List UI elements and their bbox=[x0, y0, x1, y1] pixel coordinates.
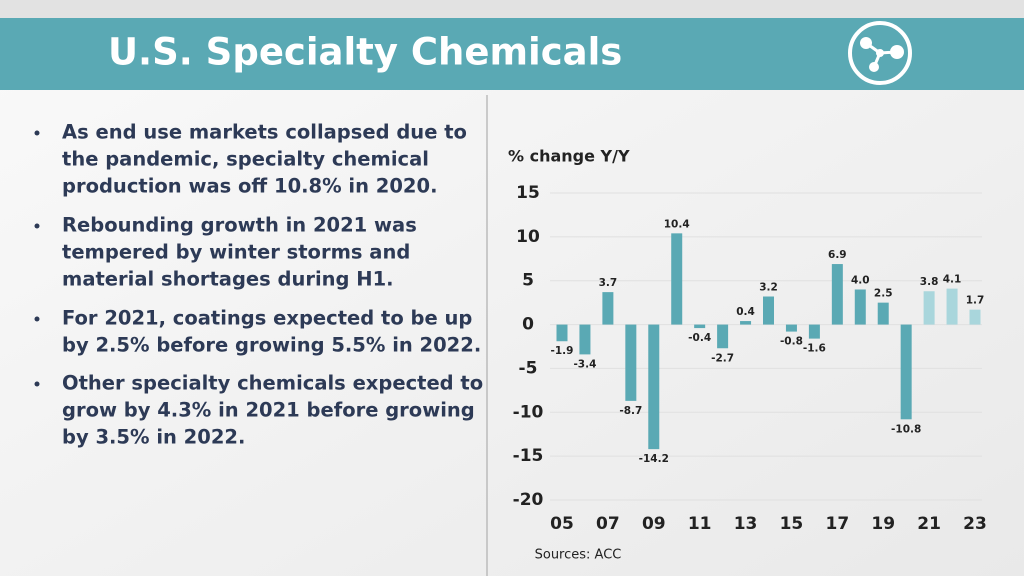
x-tick-label: 15 bbox=[780, 514, 804, 534]
bar bbox=[694, 324, 706, 329]
bar bbox=[556, 324, 568, 342]
bar bbox=[740, 321, 752, 325]
y-tick-label: -15 bbox=[513, 446, 544, 466]
bar bbox=[854, 289, 866, 325]
bar bbox=[579, 324, 591, 355]
bar bbox=[831, 264, 843, 325]
bar bbox=[717, 324, 729, 349]
bar bbox=[946, 288, 958, 325]
bar bbox=[671, 233, 683, 325]
bar bbox=[969, 309, 981, 325]
source-note: Sources: ACC bbox=[535, 548, 622, 563]
bar bbox=[648, 324, 660, 450]
value-label: 0.4 bbox=[736, 306, 755, 318]
x-tick-label: 09 bbox=[642, 514, 666, 534]
bar bbox=[763, 296, 774, 325]
value-label: -14.2 bbox=[639, 453, 669, 465]
bar bbox=[900, 324, 912, 420]
chem-icon bbox=[848, 21, 912, 85]
x-tick-label: 19 bbox=[871, 514, 895, 534]
y-axis-label: % change Y/Y bbox=[508, 147, 630, 166]
x-tick-label: 11 bbox=[688, 514, 712, 534]
bullet-text: For 2021, coatings expected to be up bbox=[62, 307, 472, 330]
value-label: -1.9 bbox=[551, 345, 574, 357]
bullet-text: As end use markets collapsed due to bbox=[62, 121, 467, 144]
bullet-text: grow by 4.3% in 2021 before growing bbox=[62, 399, 475, 422]
bullet-text: Other specialty chemicals expected to bbox=[62, 372, 483, 395]
bullet-dot bbox=[34, 381, 40, 387]
bullet-text: by 2.5% before growing 5.5% in 2022. bbox=[62, 334, 481, 357]
top-strip bbox=[0, 0, 1024, 18]
slide-title: U.S. Specialty Chemicals bbox=[108, 31, 622, 74]
bar bbox=[808, 324, 820, 339]
bullet-dot bbox=[34, 223, 40, 229]
x-tick-label: 13 bbox=[734, 514, 758, 534]
bullet-dot bbox=[34, 130, 40, 136]
value-label: 2.5 bbox=[874, 288, 893, 300]
y-tick-label: 5 bbox=[522, 271, 534, 291]
value-label: 3.2 bbox=[759, 282, 778, 294]
value-label: 6.9 bbox=[828, 249, 847, 261]
x-tick-label: 21 bbox=[917, 514, 941, 534]
bar bbox=[877, 302, 889, 325]
value-label: -10.8 bbox=[891, 423, 921, 435]
value-label: 4.0 bbox=[851, 274, 870, 286]
bar bbox=[785, 324, 797, 332]
header-band bbox=[0, 18, 1024, 90]
y-tick-label: 10 bbox=[516, 227, 540, 247]
bullet-text: the pandemic, specialty chemical bbox=[62, 148, 429, 171]
value-label: 3.8 bbox=[920, 276, 939, 288]
value-label: -1.6 bbox=[803, 343, 826, 355]
y-tick-label: -10 bbox=[513, 402, 544, 422]
value-label: 3.7 bbox=[599, 277, 618, 289]
bullet-list: As end use markets collapsed due to the p… bbox=[34, 121, 483, 449]
bullet-text: production was off 10.8% in 2020. bbox=[62, 175, 437, 198]
bullet-dot bbox=[34, 316, 40, 322]
chart: % change Y/Y-20-15-10-5051015-1.905-3.43… bbox=[508, 147, 987, 563]
y-tick-label: 15 bbox=[516, 183, 540, 203]
bullet-text: by 3.5% in 2022. bbox=[62, 426, 245, 449]
bar bbox=[923, 291, 935, 325]
bullet-text: Rebounding growth in 2021 was bbox=[62, 214, 417, 237]
value-label: 10.4 bbox=[664, 218, 690, 230]
value-label: -8.7 bbox=[619, 405, 642, 417]
y-tick-label: 0 bbox=[522, 315, 534, 335]
x-tick-label: 07 bbox=[596, 514, 620, 534]
bullet-text: material shortages during H1. bbox=[62, 268, 394, 291]
x-tick-label: 05 bbox=[550, 514, 574, 534]
y-tick-label: -5 bbox=[519, 358, 538, 378]
value-label: -0.8 bbox=[780, 336, 803, 348]
value-label: 4.1 bbox=[943, 274, 962, 286]
bullet-text: tempered by winter storms and bbox=[62, 241, 410, 264]
x-tick-label: 23 bbox=[963, 514, 987, 534]
bar bbox=[602, 292, 614, 325]
value-label: -0.4 bbox=[688, 332, 711, 344]
value-label: -3.4 bbox=[573, 358, 596, 370]
value-label: 1.7 bbox=[966, 295, 985, 307]
x-tick-label: 17 bbox=[825, 514, 849, 534]
y-tick-label: -20 bbox=[513, 490, 544, 510]
value-label: -2.7 bbox=[711, 352, 734, 364]
bar bbox=[625, 324, 637, 401]
